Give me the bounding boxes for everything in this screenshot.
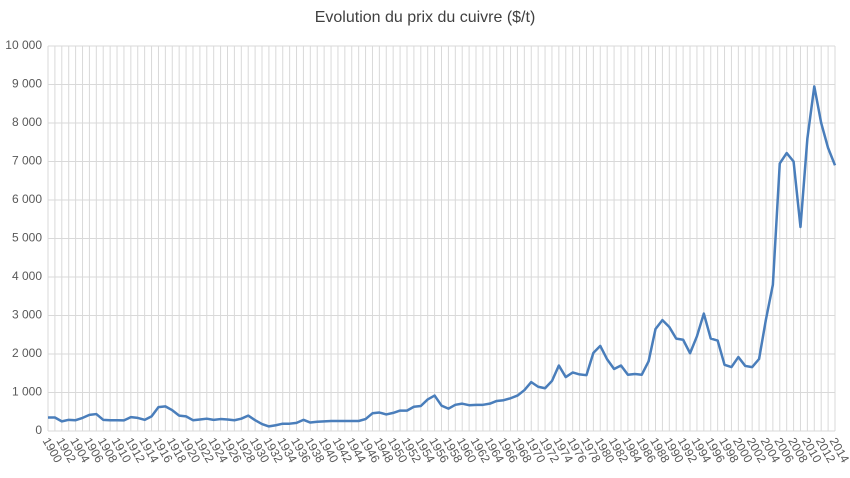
- y-tick-label: 8 000: [12, 115, 42, 129]
- y-tick-label: 9 000: [12, 77, 42, 91]
- y-tick-label: 3 000: [12, 308, 42, 322]
- y-tick-label: 0: [35, 423, 42, 437]
- y-tick-label: 10 000: [5, 38, 42, 52]
- price-line: [48, 85, 837, 428]
- y-tick-label: 2 000: [12, 346, 42, 360]
- y-tick-label: 6 000: [12, 192, 42, 206]
- chart-title: Evolution du prix du cuivre ($/t): [315, 9, 536, 26]
- y-tick-label: 5 000: [12, 231, 42, 245]
- y-tick-label: 1 000: [12, 385, 42, 399]
- y-tick-label: 4 000: [12, 269, 42, 283]
- y-tick-label: 7 000: [12, 154, 42, 168]
